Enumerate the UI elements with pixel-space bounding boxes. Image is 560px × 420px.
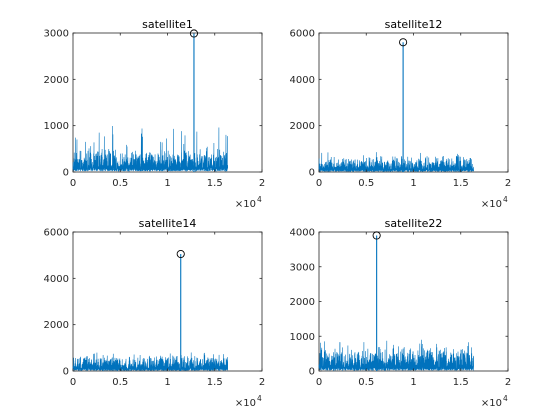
x-exponent-power: 4: [257, 394, 262, 403]
peak-marker: [189, 29, 199, 38]
axes-box: [72, 32, 263, 173]
y-tick-label: 1000: [290, 332, 315, 343]
x-tick-label: 0: [70, 178, 76, 189]
x-tick-label: 1: [410, 377, 416, 388]
chart-title: satellite22: [385, 217, 443, 230]
x-tick-label: 1: [164, 178, 170, 189]
axes-box: [318, 231, 509, 372]
x-tick-label: 1.5: [207, 178, 223, 189]
y-tick-label: 0: [63, 367, 69, 378]
subplot-satellite12: satellite12 0 0.5 1 1.5 2 0 2000 4000 6000 ×10 4: [290, 18, 512, 210]
subplot-satellite14: satellite14 0 0.5 1 1.5 2 0 2000 4000 6000 ×10 4: [44, 217, 266, 409]
x-tick-label: 2: [505, 377, 511, 388]
y-tick-label: 6000: [44, 228, 69, 239]
y-tick-label: 6000: [290, 29, 315, 40]
chart-title: satellite12: [385, 18, 443, 31]
x-exponent-power: 4: [503, 195, 508, 204]
y-tick-label: 2000: [44, 320, 69, 331]
x-tick-label: 0.5: [112, 377, 128, 388]
x-tick-label: 1.5: [453, 178, 469, 189]
y-tick-label: 4000: [44, 274, 69, 285]
x-tick-label: 0.5: [112, 178, 128, 189]
x-tick-label: 0: [70, 377, 76, 388]
x-tick-label: 0.5: [358, 377, 374, 388]
y-tick-label: 0: [63, 168, 69, 179]
y-tick-label: 2000: [290, 297, 315, 308]
chart-title: satellite14: [139, 217, 197, 230]
x-tick-label: 0: [316, 377, 322, 388]
signal-trace: [72, 126, 228, 173]
peak-marker: [399, 38, 408, 47]
x-exponent-label: ×10: [235, 398, 256, 409]
signal-trace: [72, 352, 228, 372]
x-exponent-power: 4: [503, 394, 508, 403]
y-tick-label: 3000: [44, 29, 69, 40]
subplot-satellite22: satellite22 0 0.5 1 1.5 2 0 1000 2000 3000 4000 ×1…: [290, 217, 512, 409]
y-tick-label: 3000: [290, 262, 315, 273]
subplot-satellite1: satellite1 0 0.5 1 1.5 2 0 1000 2000 3000 ×10 4: [44, 18, 266, 210]
x-exponent-label: ×10: [481, 199, 502, 210]
y-tick-label: 4000: [290, 75, 315, 86]
y-tick-label: 2000: [44, 75, 69, 86]
peak-marker: [372, 231, 381, 240]
y-tick-label: 0: [309, 367, 315, 378]
x-tick-label: 2: [259, 178, 265, 189]
chart-title: satellite1: [142, 18, 193, 31]
y-tick-label: 4000: [290, 228, 315, 239]
y-tick-label: 2000: [290, 121, 315, 132]
x-exponent-label: ×10: [235, 199, 256, 210]
x-tick-label: 1: [164, 377, 170, 388]
x-tick-label: 0: [316, 178, 322, 189]
x-tick-label: 1.5: [207, 377, 223, 388]
axes-box: [72, 231, 263, 372]
x-tick-label: 1.5: [453, 377, 469, 388]
x-exponent-label: ×10: [481, 398, 502, 409]
y-tick-label: 1000: [44, 121, 69, 132]
y-tick-label: 0: [309, 168, 315, 179]
x-tick-label: 1: [410, 178, 416, 189]
x-exponent-power: 4: [257, 195, 262, 204]
peak-marker: [176, 249, 185, 259]
x-tick-label: 2: [505, 178, 511, 189]
x-tick-label: 0.5: [358, 178, 374, 189]
signal-trace: [318, 339, 474, 372]
signal-trace: [318, 152, 474, 173]
axes-box: [318, 32, 509, 173]
x-tick-label: 2: [259, 377, 265, 388]
